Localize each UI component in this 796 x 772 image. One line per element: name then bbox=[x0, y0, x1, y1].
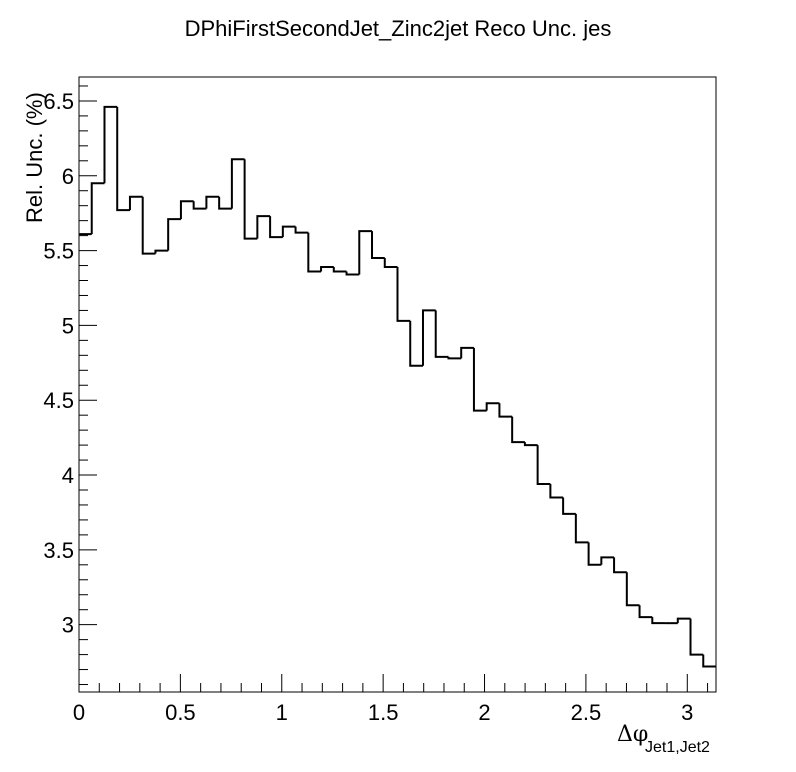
histogram-bin bbox=[702, 654, 716, 668]
y-tick-label: 4 bbox=[62, 463, 74, 488]
histogram-bin bbox=[587, 542, 602, 566]
histogram-bin bbox=[332, 267, 347, 273]
histogram-bin bbox=[676, 617, 691, 624]
histogram-bin bbox=[600, 556, 615, 565]
x-tick-label: 1.5 bbox=[368, 700, 399, 725]
histogram-bin bbox=[498, 403, 513, 418]
histogram-bin bbox=[103, 105, 118, 184]
y-tick-label: 5 bbox=[62, 313, 74, 338]
histogram-bin bbox=[307, 232, 322, 273]
x-tick-label: 0.5 bbox=[165, 700, 196, 725]
histogram-bin bbox=[651, 617, 666, 625]
histogram-bin bbox=[371, 231, 385, 260]
y-tick-label: 4.5 bbox=[43, 388, 74, 413]
plot-frame bbox=[78, 76, 717, 693]
histogram-series bbox=[79, 105, 716, 668]
histogram-bin bbox=[116, 106, 130, 212]
histogram-bin bbox=[613, 557, 627, 574]
x-tick-label: 1 bbox=[276, 700, 288, 725]
histogram-bin bbox=[358, 230, 373, 275]
histogram-bin bbox=[485, 402, 500, 411]
histogram-bin bbox=[562, 497, 576, 515]
histogram-bin bbox=[574, 513, 589, 544]
histogram-bin bbox=[243, 159, 258, 240]
histogram-bin bbox=[523, 442, 538, 447]
x-axis: 0 0.5 1 1.5 2 2.5 3 bbox=[73, 674, 709, 725]
x-axis-label-subscript: Jet1,Jet2 bbox=[645, 739, 710, 756]
histogram-bin bbox=[536, 445, 551, 486]
y-tick-label: 5.5 bbox=[43, 239, 74, 264]
histogram-bin bbox=[320, 266, 334, 272]
x-tick-label: 3 bbox=[681, 700, 693, 725]
histogram-bin bbox=[154, 249, 169, 254]
y-axis: 3 3.5 4 4.5 5 5.5 6 6.5 bbox=[43, 85, 97, 686]
histogram-bin bbox=[549, 484, 564, 499]
y-tick-label: 6 bbox=[62, 164, 74, 189]
histogram-bin bbox=[625, 572, 640, 607]
y-tick-label: 3.5 bbox=[43, 538, 74, 563]
histogram-bin bbox=[383, 258, 398, 269]
histogram-bin bbox=[218, 196, 232, 210]
x-axis-label: Δφ bbox=[617, 722, 648, 747]
histogram-bin bbox=[421, 309, 436, 366]
histogram-bin bbox=[447, 356, 462, 360]
y-axis-label: Rel. Unc. (%) bbox=[22, 92, 47, 223]
histogram-bin bbox=[269, 216, 283, 239]
histogram-bin bbox=[205, 195, 220, 209]
histogram-bin bbox=[192, 201, 207, 210]
histogram-bin bbox=[472, 347, 487, 412]
histogram-bin bbox=[256, 215, 271, 239]
x-tick-label: 0 bbox=[73, 700, 85, 725]
histogram-bin bbox=[345, 271, 360, 276]
histogram-bin bbox=[396, 267, 411, 322]
histogram-bin bbox=[434, 310, 449, 358]
histogram-bin bbox=[179, 200, 194, 220]
histogram-bin bbox=[409, 320, 423, 367]
histogram-bin bbox=[689, 618, 704, 656]
histogram-bin bbox=[294, 226, 309, 234]
histogram-bin bbox=[638, 605, 653, 619]
histogram-bin bbox=[281, 225, 296, 238]
histogram-bin bbox=[460, 346, 474, 359]
histogram-bin bbox=[511, 416, 525, 444]
histogram-bin bbox=[90, 182, 105, 235]
x-tick-label: 2.5 bbox=[571, 700, 602, 725]
histogram-bin bbox=[167, 218, 181, 251]
y-tick-label: 3 bbox=[62, 613, 74, 638]
histogram-bin bbox=[230, 158, 245, 209]
x-tick-label: 2 bbox=[478, 700, 490, 725]
histogram-bin bbox=[128, 195, 143, 211]
histogram-bin bbox=[141, 196, 156, 255]
y-tick-label: 6.5 bbox=[43, 89, 74, 114]
chart-title: DPhiFirstSecondJet_Zinc2jet Reco Unc. je… bbox=[185, 16, 612, 41]
